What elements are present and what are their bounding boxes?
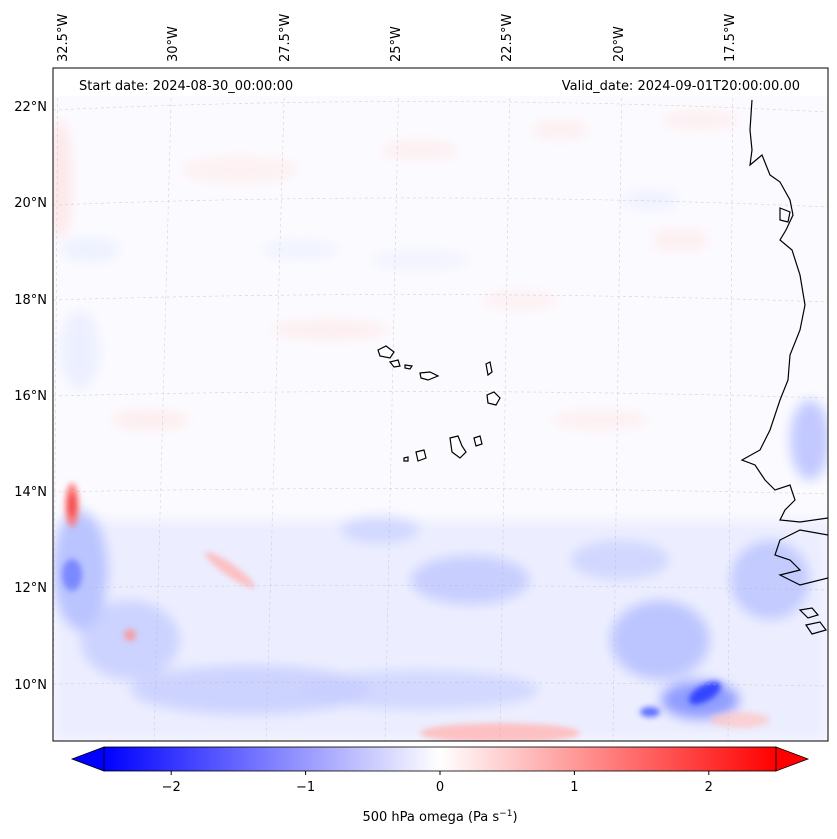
- lat-label: 20°N: [14, 196, 47, 211]
- colorbar-min-extend: [70, 746, 105, 772]
- map-frame: [52, 67, 829, 742]
- lat-label: 18°N: [14, 293, 47, 308]
- colorbar-ticks: −2 −1 0 1 2: [162, 771, 713, 795]
- lon-label: 17.5°W: [723, 14, 738, 62]
- graticule: [53, 68, 828, 741]
- colorbar-tick-label: 0: [436, 780, 444, 795]
- lat-label: 14°N: [14, 485, 47, 500]
- omega-field: [53, 68, 828, 741]
- lon-label: 32.5°W: [56, 14, 71, 62]
- coastline: [740, 99, 828, 635]
- lat-label: 10°N: [14, 678, 47, 693]
- latitude-labels: 22°N 20°N 18°N 16°N 14°N 12°N 10°N: [14, 100, 47, 693]
- start-date-label: Start date: 2024-08-30_00:00:00: [79, 79, 293, 94]
- cape-verde-islands: [377, 345, 501, 462]
- valid-date-label: Valid_date: 2024-09-01T20:00:00.00: [562, 79, 800, 94]
- colorbar-tick-label: 1: [570, 780, 578, 795]
- colorbar-tick-label: 2: [705, 780, 713, 795]
- lon-label: 20°W: [612, 26, 627, 62]
- lat-label: 16°N: [14, 389, 47, 404]
- longitude-labels: 32.5°W 30°W 27.5°W 25°W 22.5°W 20°W 17.5…: [56, 14, 738, 62]
- colorbar-tick-label: −2: [162, 780, 181, 795]
- lon-label: 22.5°W: [500, 14, 515, 62]
- lat-label: 22°N: [14, 100, 47, 115]
- lon-label: 27.5°W: [278, 14, 293, 62]
- lon-label: 30°W: [166, 26, 181, 62]
- lat-label: 12°N: [14, 581, 47, 596]
- lon-label: 25°W: [389, 26, 404, 62]
- colorbar: −2 −1 0 1 2 500 hPa omega (Pa s−1): [70, 746, 810, 825]
- colorbar-tick-label: −1: [296, 780, 315, 795]
- colorbar-label: 500 hPa omega (Pa s−1): [362, 809, 517, 825]
- colorbar-max-extend: [775, 746, 810, 772]
- colorbar-gradient: [104, 747, 776, 771]
